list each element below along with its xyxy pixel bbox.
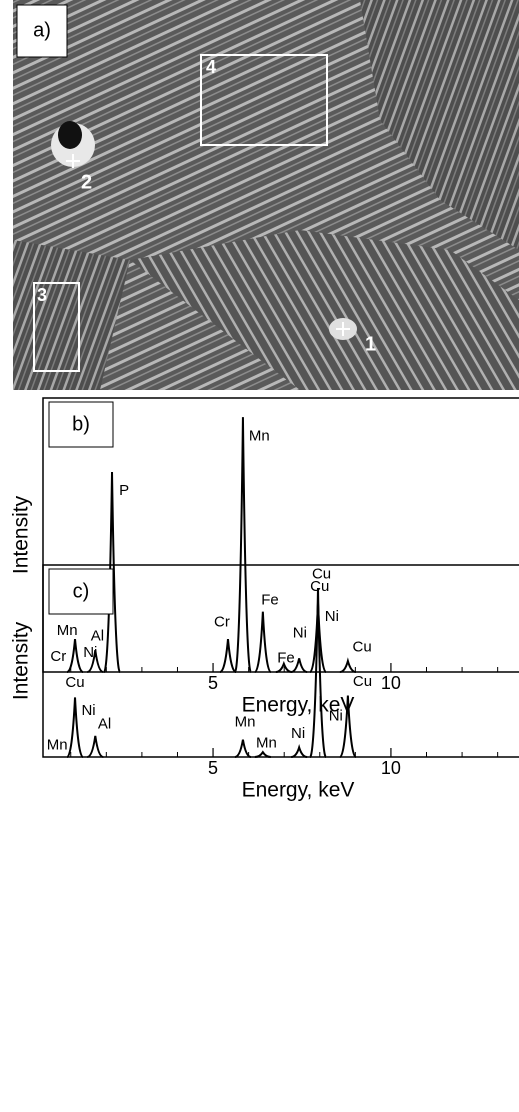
peak-annotation: Mn	[47, 736, 68, 753]
plot-frame	[42, 564, 519, 758]
peak-annotation: Cu	[353, 673, 372, 690]
peak-annotation: Cr	[50, 648, 66, 665]
peak-annotation: Ni	[293, 625, 307, 642]
peak	[103, 471, 122, 673]
panel-label: c)	[73, 580, 90, 602]
sem-image	[13, 0, 519, 390]
peak	[66, 697, 85, 758]
marker-label: 2	[81, 171, 92, 193]
peak-annotation: Ni	[329, 708, 343, 725]
peak	[234, 739, 252, 758]
peak-annotation: Mn	[249, 427, 270, 444]
peak-annotation: Cu	[312, 566, 331, 583]
peak-annotation: Fe	[277, 649, 295, 666]
plot-frame	[42, 397, 519, 673]
peak-annotation: Cu	[65, 674, 84, 691]
peak-annotation: Fe	[261, 592, 279, 609]
y-axis-label: Intensity	[10, 495, 33, 574]
peak	[66, 639, 84, 673]
marker-label: 3	[37, 285, 47, 305]
panel-label: a)	[33, 19, 51, 41]
panel-label: b)	[72, 413, 90, 435]
peak-annotation: Mn	[235, 713, 256, 730]
peak-annotation: Al	[98, 715, 111, 732]
peak	[253, 611, 272, 673]
peak	[309, 588, 327, 758]
peak-annotation: Mn	[256, 735, 277, 752]
peak	[290, 658, 308, 673]
panel-label-box	[48, 401, 114, 448]
peak	[339, 657, 357, 673]
peak	[87, 735, 104, 758]
x-tick-label: 5	[208, 758, 218, 778]
peak	[275, 660, 292, 673]
peak-annotation: Ni	[83, 644, 97, 661]
marker-label: 1	[365, 333, 376, 355]
peak-annotation: Ni	[291, 725, 305, 742]
peak-annotation: Cu	[353, 638, 372, 655]
marker-label: 4	[206, 57, 216, 77]
peak	[87, 649, 104, 673]
panel-label-box	[48, 568, 114, 615]
peak	[254, 750, 271, 758]
peak-annotation: Cr	[214, 614, 230, 631]
peak-annotation: Ni	[325, 608, 339, 625]
peak-annotation: Cu	[310, 578, 329, 595]
x-tick-label: 5	[208, 673, 218, 693]
x-axis-label: Energy, keV	[242, 694, 355, 717]
peak	[339, 695, 357, 758]
peak-annotation: Al	[91, 627, 104, 644]
peak-annotation: Ni	[81, 702, 95, 719]
peak-annotation: P	[119, 482, 129, 499]
x-tick-label: 10	[381, 758, 401, 778]
x-axis-label: Energy, keV	[242, 779, 355, 802]
y-axis-label: Intensity	[10, 621, 33, 700]
peak-annotation: Mn	[57, 622, 78, 639]
peak	[219, 639, 237, 673]
x-tick-label: 10	[381, 673, 401, 693]
peak	[291, 744, 308, 758]
peak	[233, 417, 252, 673]
